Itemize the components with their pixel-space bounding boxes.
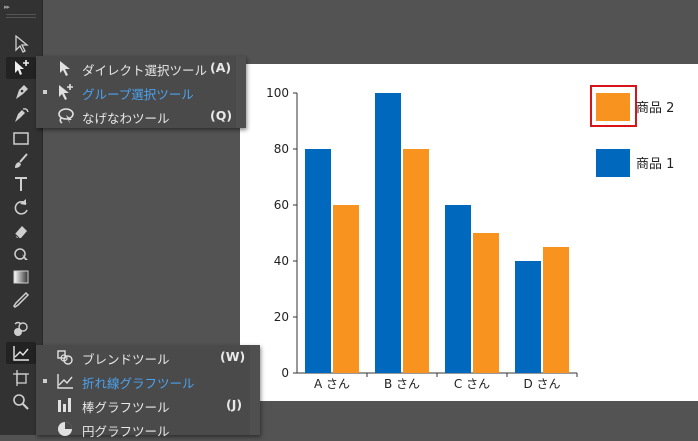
bar-2	[543, 247, 569, 373]
eraser-icon	[14, 226, 27, 239]
bar-chart: 0 20 40 60 80 100 A さん B さん C さん D さん 商品 2 商品 1	[266, 85, 674, 391]
legend-swatch	[596, 149, 630, 177]
selection-arrow-icon	[15, 35, 29, 53]
tool-direct-selection-plus[interactable]	[6, 57, 36, 79]
tool-rotate[interactable]	[6, 196, 36, 218]
blend-icon	[14, 321, 28, 336]
tool-line-graph[interactable]	[6, 342, 36, 364]
flyout-tearoff-strip[interactable]	[236, 56, 246, 128]
flyout-item-label: ダイレクト選択ツール	[82, 63, 208, 78]
tool-paintbrush[interactable]	[6, 150, 36, 172]
tool-zoom[interactable]	[6, 391, 36, 413]
tool-gradient[interactable]	[6, 266, 36, 288]
flyout-item-group-selection[interactable]: グループ選択ツール	[36, 80, 246, 104]
tool-eraser[interactable]	[6, 220, 36, 242]
flyout-item-shortcut: (Q)	[210, 108, 233, 123]
flyout-tearoff-strip[interactable]	[250, 345, 260, 435]
current-tool-indicator	[43, 90, 47, 94]
bar-2	[473, 233, 499, 373]
flyout-item-lasso[interactable]: なげなわツール (Q)	[36, 104, 246, 128]
line-graph-icon	[13, 346, 29, 361]
legend-swatch	[596, 93, 630, 121]
bar-graph-icon	[58, 398, 71, 412]
legend-label: 商品 1	[636, 157, 674, 172]
zoom-icon	[13, 394, 29, 410]
line-graph-icon	[57, 374, 73, 389]
tool-warp[interactable]	[6, 243, 36, 265]
tool-curvature[interactable]	[6, 104, 36, 126]
x-tick-label: D さん	[523, 377, 560, 391]
y-tick-label: 40	[274, 254, 289, 268]
x-tick-label: A さん	[314, 377, 350, 391]
tool-pen[interactable]	[6, 81, 36, 103]
bar-1	[305, 149, 331, 373]
y-tick-label: 0	[281, 366, 289, 380]
graph-tool-flyout: ブレンドツール (W) 折れ線グラフツール 棒グラフツール (J) 円グラフツー…	[36, 345, 260, 439]
flyout-item-direct-selection[interactable]: ダイレクト選択ツール (A)	[36, 56, 246, 80]
type-icon	[15, 177, 27, 191]
flyout-item-label: なげなわツール	[82, 111, 170, 126]
legend-label: 商品 2	[636, 101, 674, 116]
y-tick-label: 20	[274, 310, 289, 324]
blend-icon	[57, 350, 73, 365]
flyout-item-bar-graph[interactable]: 棒グラフツール (J)	[36, 393, 260, 417]
lasso-icon	[58, 108, 74, 124]
pie-graph-icon	[58, 422, 72, 436]
curvature-icon	[15, 108, 29, 122]
y-tick-label: 100	[266, 86, 289, 100]
flyout-item-blend[interactable]: ブレンドツール (W)	[36, 345, 260, 369]
bar-2	[403, 149, 429, 373]
tool-rectangle[interactable]	[6, 127, 36, 149]
flyout-item-label: グループ選択ツール	[82, 87, 194, 102]
y-tick-label: 60	[274, 198, 289, 212]
tools-panel: ▸▸	[0, 0, 43, 435]
selection-highlight-box	[590, 85, 637, 127]
rotate-icon	[14, 199, 28, 215]
bar-1	[515, 261, 541, 373]
warp-icon	[14, 248, 28, 262]
group-selection-icon	[59, 84, 73, 100]
flyout-item-label: 円グラフツール	[82, 424, 170, 439]
selection-tool-flyout: ダイレクト選択ツール (A) グループ選択ツール なげなわツール (Q)	[36, 56, 246, 128]
panel-collapse-icon[interactable]: ▸▸	[4, 3, 10, 11]
flyout-item-label: 折れ線グラフツール	[82, 376, 195, 391]
gradient-icon	[13, 270, 29, 284]
panel-grip[interactable]	[6, 14, 36, 18]
bar-1	[375, 93, 401, 373]
flyout-item-label: 棒グラフツール	[82, 400, 170, 415]
eyedropper-icon	[13, 291, 30, 308]
rectangle-icon	[13, 132, 29, 145]
tool-blend[interactable]	[6, 318, 36, 340]
flyout-item-label: ブレンドツール	[82, 352, 170, 367]
flyout-item-line-graph[interactable]: 折れ線グラフツール	[36, 369, 260, 393]
paintbrush-icon	[15, 153, 28, 168]
bar-2	[333, 205, 359, 373]
x-tick-label: C さん	[454, 377, 490, 391]
bar-1	[445, 205, 471, 373]
artboard-icon	[13, 370, 29, 386]
flyout-item-shortcut: (J)	[226, 397, 243, 412]
y-tick-label: 80	[274, 142, 289, 156]
current-tool-indicator	[43, 379, 47, 383]
pen-icon	[16, 85, 28, 99]
tool-selection-arrow[interactable]	[6, 33, 36, 55]
direct-selection-icon	[60, 61, 70, 76]
flyout-item-shortcut: (A)	[210, 60, 232, 75]
tool-type[interactable]	[6, 173, 36, 195]
x-tick-label: B さん	[384, 377, 420, 391]
tool-eyedropper[interactable]	[6, 289, 36, 311]
direct-selection-plus-icon	[15, 60, 29, 75]
flyout-item-shortcut: (W)	[220, 349, 246, 364]
flyout-item-pie-graph[interactable]: 円グラフツール	[36, 417, 260, 441]
tool-artboard[interactable]	[6, 367, 36, 389]
